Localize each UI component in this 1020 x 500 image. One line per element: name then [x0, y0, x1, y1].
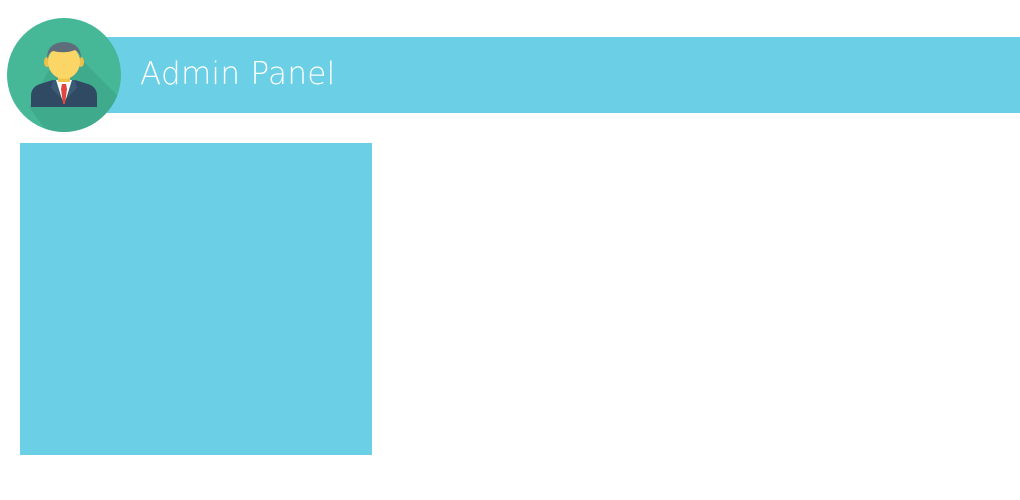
content-panel: [20, 143, 372, 455]
avatar[interactable]: [7, 18, 121, 132]
admin-user-icon: [7, 18, 121, 132]
page-title: Admin Panel: [140, 56, 336, 92]
header-bar: [64, 37, 1020, 113]
